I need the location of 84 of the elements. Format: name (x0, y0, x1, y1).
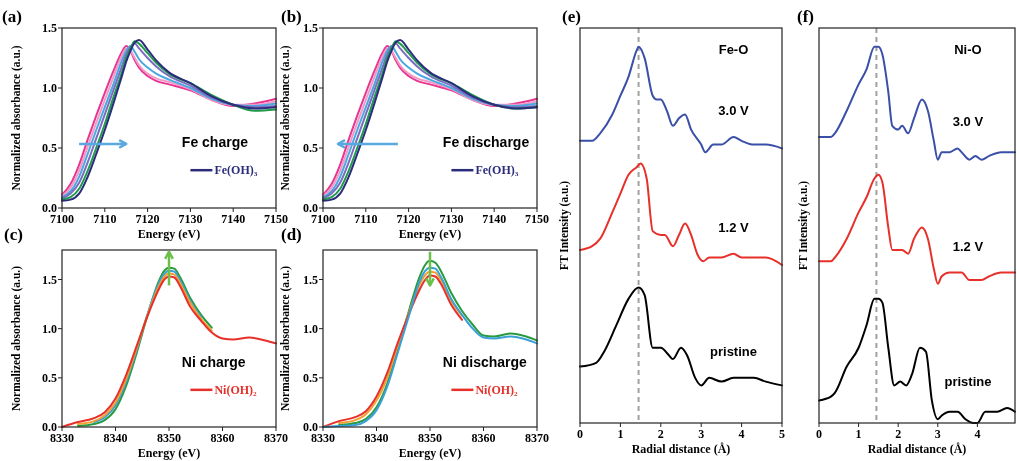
x-axis-title: Radial distance (Å) (867, 442, 967, 456)
x-tick-label: 7150 (525, 212, 549, 226)
series-label: 1.2 V (952, 238, 984, 254)
y-tick-label: 1.0 (42, 81, 57, 95)
x-tick-label: 7100 (311, 212, 335, 226)
chart-title: (c) (4, 225, 23, 244)
y-axis-title: Normalized absorbance (a.u.) (10, 265, 23, 412)
legend-label: Fe(OH)₃ (214, 163, 258, 178)
chart-title: (b) (281, 7, 302, 26)
series-label: pristine (944, 373, 992, 389)
y-axis-title: Normalized absorbance (a.u.) (10, 45, 23, 191)
y-tick-label: 0.0 (42, 420, 57, 434)
x-axis-title: Energy (eV) (137, 446, 201, 460)
x-axis-title: Radial distance (Å) (631, 442, 731, 456)
line-series (61, 275, 277, 428)
x-tick-label: 8330 (311, 431, 335, 445)
x-tick-label: 4 (738, 427, 745, 441)
x-tick-label: 7130 (178, 212, 203, 226)
x-tick-label: 3 (934, 427, 941, 441)
legend-title: Fe charge (181, 133, 249, 150)
x-tick-label: 3 (698, 427, 705, 441)
y-tick-label: 1.5 (42, 21, 57, 35)
x-tick-label: 1 (617, 427, 624, 441)
legend-label: Ni(OH)₂ (475, 382, 519, 397)
x-axis-title: Energy (eV) (398, 227, 462, 241)
legend-label: Ni(OH)₂ (214, 382, 258, 397)
y-tick-label: 0.5 (303, 370, 318, 385)
x-tick-label: 8350 (157, 431, 181, 445)
series-label: 1.2 V (718, 219, 750, 235)
y-tick-label: 0.5 (303, 141, 318, 155)
x-tick-label: 7110 (354, 212, 378, 226)
y-tick-label: 0.0 (303, 201, 318, 215)
y-tick-label: 0.5 (42, 370, 57, 385)
legend-title: Ni discharge (442, 353, 528, 370)
x-axis-title: Energy (eV) (398, 446, 462, 460)
x-tick-label: 7120 (135, 212, 160, 226)
x-tick-label: 7140 (482, 212, 507, 226)
x-tick-label: 5 (779, 427, 785, 441)
x-tick-label: 7140 (221, 212, 246, 226)
x-tick-label: 4 (974, 427, 981, 441)
x-tick-label: 2 (895, 427, 902, 441)
y-tick-label: 0.0 (303, 420, 318, 434)
x-tick-label: 1 (855, 427, 862, 441)
x-tick-label: 7130 (439, 212, 464, 226)
series-label: pristine (710, 343, 757, 359)
x-tick-label: 8370 (264, 431, 288, 445)
x-tick-label: 7110 (93, 212, 117, 226)
y-tick-label: 1.0 (303, 321, 318, 336)
y-tick-label: 1.5 (303, 21, 318, 35)
x-tick-label: 8360 (471, 431, 496, 445)
chart-title: (a) (2, 7, 22, 26)
x-tick-label: 7150 (264, 212, 288, 226)
legend-label: Fe(OH)₃ (475, 163, 519, 178)
series-label: 3.0 V (718, 103, 750, 119)
y-axis-title: Normalized absorbance (a.u.) (279, 45, 292, 191)
x-tick-label: 8350 (418, 431, 442, 445)
x-tick-label: 2 (657, 427, 664, 441)
y-tick-label: 1.0 (303, 81, 318, 95)
legend-title: Fe discharge (442, 133, 530, 150)
x-tick-label: 8330 (50, 431, 74, 445)
legend-title: Ni charge (181, 353, 246, 370)
y-tick-label: 0.0 (42, 201, 57, 215)
y-tick-label: 1.0 (42, 321, 57, 336)
annotation: Ni-O (954, 42, 982, 57)
x-tick-label: 7120 (396, 212, 421, 226)
x-axis-title: Energy (eV) (137, 227, 201, 241)
annotation: Fe-O (718, 42, 749, 57)
y-axis-title: FT Intensity (a.u.) (558, 180, 571, 271)
x-tick-label: 0 (577, 427, 583, 441)
chart-title: (d) (281, 225, 302, 244)
x-tick-label: 8370 (525, 431, 549, 445)
y-tick-label: 1.5 (42, 272, 57, 287)
y-tick-label: 1.5 (303, 272, 318, 287)
chart-title: (e) (562, 7, 581, 26)
y-axis-title: Normalized absorbance (a.u.) (279, 265, 292, 412)
x-tick-label: 8340 (103, 431, 128, 445)
series-label: 3.0 V (952, 114, 984, 130)
x-tick-label: 0 (816, 427, 822, 441)
y-axis-title: FT Intensity (a.u.) (797, 180, 810, 271)
chart-title: (f) (797, 7, 814, 26)
x-tick-label: 8360 (210, 431, 235, 445)
x-tick-label: 8340 (364, 431, 389, 445)
x-tick-label: 7100 (50, 212, 74, 226)
y-tick-label: 0.5 (42, 141, 57, 155)
